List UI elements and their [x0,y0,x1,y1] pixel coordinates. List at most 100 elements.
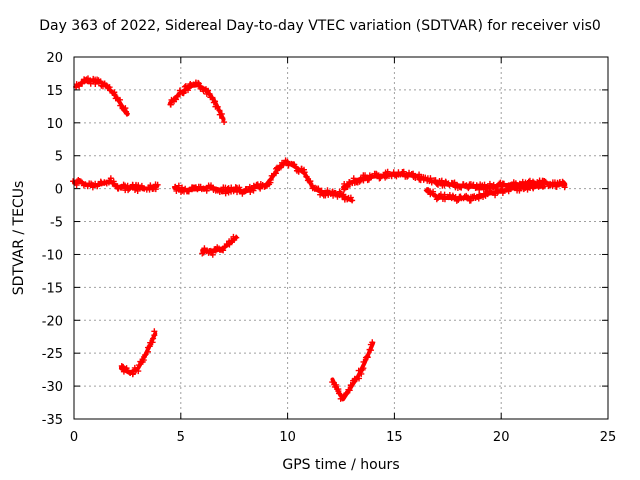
data-point [135,368,142,375]
data-point [513,183,520,190]
data-point [267,176,274,183]
x-tick-label: 20 [493,430,510,445]
data-point [92,80,99,87]
x-tick-label: 0 [70,430,78,445]
data-point [307,178,314,185]
data-point [336,390,343,397]
series-arc-c [199,233,240,258]
data-point [184,87,191,94]
data-point [356,178,363,185]
x-tick-label: 5 [177,430,185,445]
series-arc-d [118,328,158,378]
data-point [120,368,127,375]
data-point [404,172,411,179]
data-point [519,181,526,188]
data-point [438,177,445,184]
data-point [154,181,161,188]
data-point [111,91,118,98]
data-point [123,110,130,117]
y-tick-label: -5 [50,216,63,231]
data-point [303,173,310,180]
x-tick-label: 15 [386,430,403,445]
data-point [355,367,362,374]
plot-frame [73,56,609,420]
series-arc-a [73,75,130,117]
data-point [230,233,237,240]
data-point [181,83,188,90]
data-point [237,186,244,193]
data-point [344,183,351,190]
data-point [195,79,202,86]
y-tick-label: 0 [55,183,63,198]
data-point [347,382,354,389]
x-tick-label: 10 [279,430,296,445]
y-tick-label: -25 [42,347,63,362]
data-point [207,247,214,254]
data-point [367,347,374,354]
data-point [117,102,124,109]
data-point [142,352,149,359]
data-point [221,119,228,126]
data-point [173,187,180,194]
y-tick-label: -10 [42,248,63,263]
data-point [561,184,568,191]
series-base-4 [423,180,547,204]
data-point [150,335,157,342]
data-point [358,370,365,377]
data-point [430,188,437,195]
data-point [476,191,483,198]
data-point [315,186,322,193]
data-point [552,183,559,190]
data-point [349,197,356,204]
data-point [208,182,215,189]
data-point [458,184,465,191]
data-point [364,354,371,361]
grid-lines [74,57,608,419]
data-point [77,178,84,185]
y-tick-label: -15 [42,281,63,296]
data-point [384,168,391,175]
data-point [324,187,331,194]
y-tick-label: 10 [46,117,63,132]
chart-title: Day 363 of 2022, Sidereal Day-to-day VTE… [39,18,601,34]
y-tick-label: 15 [46,84,63,99]
data-point [341,186,348,193]
data-point [560,179,567,186]
data-point [151,328,158,335]
data-point [317,191,324,198]
data-point [343,390,350,397]
data-point [129,370,136,377]
data-point [210,99,217,106]
data-point [180,89,187,96]
data-point [247,189,254,196]
data-point [220,247,227,254]
data-point [368,173,375,180]
data-point [135,362,142,369]
data-point [125,187,132,194]
data-point [277,164,284,171]
data-point [97,78,104,85]
data-point [356,375,363,382]
data-point [135,182,142,189]
data-point [212,98,219,105]
data-point [292,163,299,170]
series-arc-e [329,339,376,402]
data-point [360,358,367,365]
data-point [473,182,480,189]
data-point [400,168,407,175]
series-base-2 [171,157,356,204]
data-point [360,365,367,372]
data-point [295,168,302,175]
data-point [347,194,354,201]
data-point [333,381,340,388]
data-point [481,181,488,188]
data-point [174,93,181,100]
y-tick-label: 5 [55,150,63,165]
y-tick-label: 20 [46,51,63,66]
data-point [435,181,442,188]
data-point [369,339,376,346]
data-point [205,87,212,94]
data-point [206,90,213,97]
y-tick-label: -20 [42,314,63,329]
